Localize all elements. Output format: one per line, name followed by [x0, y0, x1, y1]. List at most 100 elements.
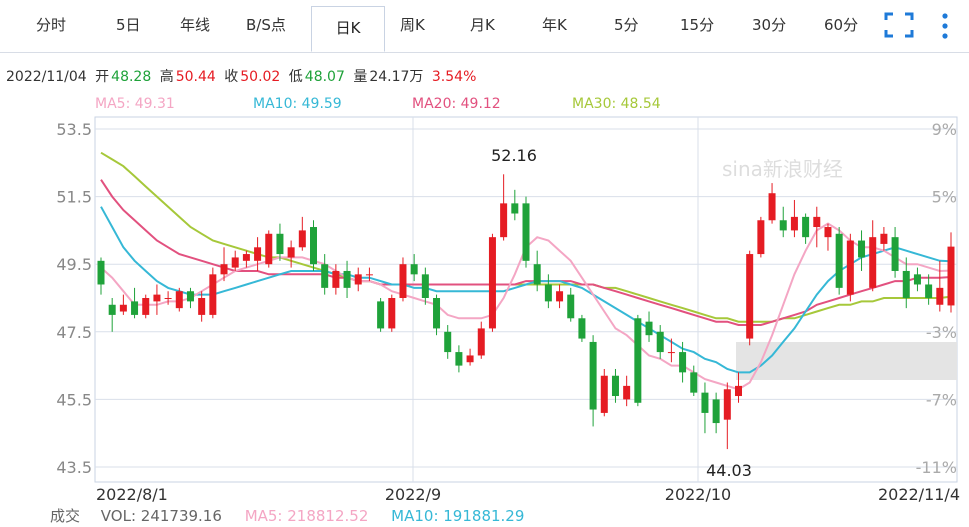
tab-11[interactable]: 60分 — [824, 16, 859, 34]
candle-body-24 — [365, 274, 373, 276]
ma30-legend: MA30: 48.54 — [572, 96, 661, 112]
candle-body-53 — [690, 372, 698, 393]
candle-body-23 — [354, 274, 362, 285]
candle-body-50 — [656, 331, 664, 353]
volume-ma10: MA10: 191881.29 — [391, 507, 525, 525]
x-tick-label-2: 2022/10 — [665, 485, 731, 504]
candle-body-9 — [198, 298, 206, 315]
candle-body-41 — [556, 291, 564, 302]
y-tick-label-1: 51.5 — [56, 188, 92, 207]
close-label: 收 — [224, 69, 239, 85]
volume-value: 24.17万 — [369, 69, 424, 85]
candle-body-62 — [790, 216, 798, 231]
plot-frame — [94, 116, 958, 483]
candle-body-49 — [645, 321, 653, 336]
candle-body-68 — [858, 240, 866, 258]
fullscreen-icon-glyph — [884, 12, 914, 38]
candle-body-70 — [880, 233, 888, 244]
tab-7[interactable]: 年K — [542, 16, 567, 34]
candle-body-48 — [634, 318, 642, 403]
tab-2[interactable]: 年线 — [180, 16, 211, 34]
candle-body-14 — [254, 247, 262, 261]
volume-label: 量 — [353, 69, 368, 85]
x-tick-label-0: 2022/8/1 — [96, 485, 168, 504]
candlesticks — [97, 174, 955, 450]
candle-body-11 — [220, 264, 228, 275]
candle-body-76 — [947, 246, 955, 306]
y-tick-label-2: 49.5 — [56, 255, 92, 274]
candle-body-43 — [578, 318, 586, 339]
ma10-line — [100, 206, 952, 374]
watermark-text: sina新浪财经 — [722, 157, 843, 181]
candle-body-54 — [701, 392, 709, 413]
candle-body-15 — [265, 233, 273, 265]
info-date: 2022/11/04 — [6, 69, 87, 85]
x-tick-label-3: 2022/11/4 — [878, 485, 960, 504]
volume-vol: VOL: 241739.16 — [100, 507, 222, 525]
ohlc-info-line: 2022/11/04 开 48.28 高 50.44 收 50.02 低 48.07 量… — [6, 66, 480, 86]
candle-body-56 — [723, 389, 731, 420]
high-value: 50.44 — [175, 69, 216, 85]
fullscreen-icon[interactable] — [884, 12, 914, 42]
candle-body-12 — [231, 257, 239, 268]
tab-5[interactable]: 周K — [400, 16, 425, 34]
candle-body-35 — [488, 237, 496, 329]
tab-8[interactable]: 5分 — [614, 16, 639, 34]
pct-tick-label-4: -7% — [926, 390, 957, 409]
candle-body-69 — [869, 237, 877, 288]
change-percent: 3.54% — [431, 69, 477, 85]
candle-body-7 — [175, 291, 183, 309]
tab-9[interactable]: 15分 — [680, 16, 715, 34]
candle-body-74 — [925, 284, 933, 298]
candle-body-58 — [746, 254, 754, 339]
candle-body-39 — [533, 264, 541, 285]
max-price-label: 52.16 — [491, 146, 537, 165]
volume-ma5: MA5: 218812.52 — [244, 507, 369, 525]
candle-body-57 — [735, 385, 742, 397]
candle-body-8 — [186, 291, 194, 302]
candle-body-10 — [209, 274, 217, 315]
close-value: 50.02 — [240, 69, 281, 85]
candle-body-17 — [287, 247, 295, 258]
candle-body-67 — [846, 240, 854, 295]
y-tick-label-0: 53.5 — [56, 120, 92, 139]
candle-body-66 — [835, 233, 843, 288]
ma20-line — [100, 179, 952, 326]
candle-body-61 — [779, 220, 787, 231]
more-vertical-icon-glyph — [942, 13, 948, 39]
candle-body-47 — [623, 385, 631, 400]
y-tick-label-3: 47.5 — [56, 323, 92, 342]
axis-labels: 53.5 9% 51.5 5% 49.5 47.5 -3% 45.5 -7% 43.5 -11% 20… — [56, 120, 960, 504]
candle-body-32 — [455, 352, 463, 366]
candle-body-6 — [164, 298, 172, 299]
candle-body-28 — [410, 264, 418, 275]
candle-body-16 — [276, 233, 284, 255]
tab-10[interactable]: 30分 — [752, 16, 787, 34]
open-label: 开 — [95, 69, 110, 85]
candle-body-37 — [511, 203, 519, 214]
tab-4[interactable]: 日K — [311, 6, 385, 52]
tab-6[interactable]: 月K — [470, 16, 495, 34]
tab-0[interactable]: 分时 — [36, 16, 67, 34]
more-vertical-icon[interactable] — [938, 12, 952, 44]
ma5-legend: MA5: 49.31 — [95, 96, 175, 112]
candle-body-75 — [936, 287, 944, 305]
open-value: 48.28 — [111, 69, 152, 85]
candle-body-60 — [768, 193, 776, 221]
ma30-line — [100, 151, 952, 323]
moving-average-lines — [100, 151, 952, 391]
candle-body-63 — [802, 216, 810, 238]
tab-3[interactable]: B/S点 — [246, 16, 286, 34]
candle-body-33 — [466, 355, 474, 363]
candle-body-29 — [421, 274, 429, 298]
pct-tick-label-5: -11% — [916, 458, 957, 477]
candle-body-20 — [321, 264, 329, 288]
candle-body-42 — [567, 294, 575, 319]
pct-tick-label-0: 9% — [932, 120, 957, 139]
candle-body-55 — [712, 399, 720, 424]
candle-body-18 — [298, 230, 306, 248]
candle-body-34 — [477, 328, 485, 356]
candle-body-46 — [611, 375, 619, 397]
tab-1[interactable]: 5日 — [116, 16, 141, 34]
period-tab-bar: 分时 5日 年线 B/S点 日K 周K 月K 年K 5分 15分 30分 60分 — [0, 0, 969, 53]
